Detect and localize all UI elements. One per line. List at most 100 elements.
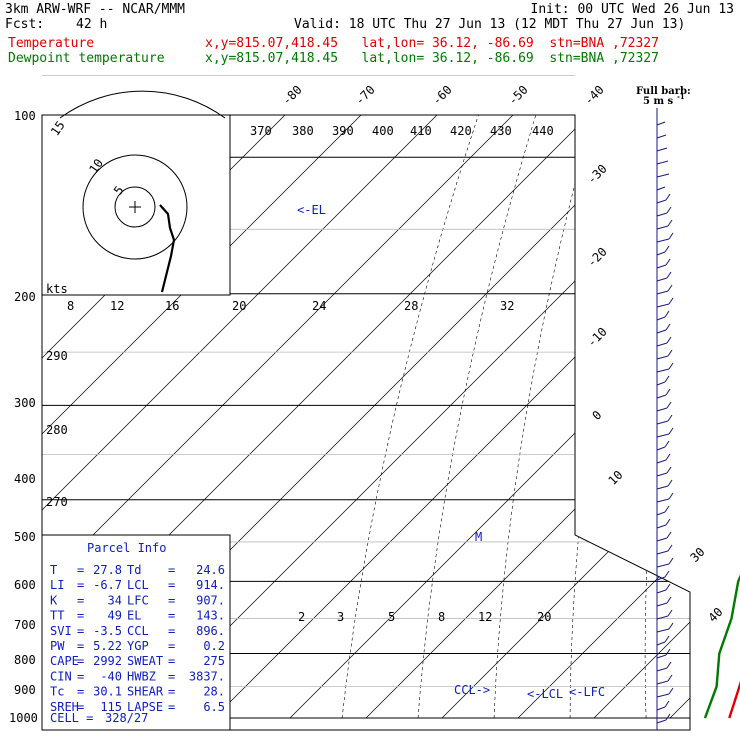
- parcel-row-cell: =: [77, 593, 84, 607]
- wind-barb: [656, 615, 669, 620]
- theta-label-430: 430: [490, 124, 512, 138]
- forecast-label: Fcst:: [5, 17, 45, 32]
- parcel-row-cell: -6.7: [93, 578, 122, 592]
- isotherm-line: [61, 115, 690, 719]
- parcel-row-cell: CAPE: [50, 654, 79, 668]
- pressure-label-500: 500: [14, 530, 36, 544]
- wind-barb-flag: [668, 557, 674, 565]
- dewpoint-location: x,y=815.07,418.45 lat,lon= 36.12, -86.69…: [205, 51, 659, 66]
- wind-barb-flag: [667, 349, 673, 357]
- parcel-row-cell: =: [77, 685, 84, 699]
- mixing-label-20b: 20: [537, 610, 551, 624]
- wind-barb: [656, 316, 666, 321]
- right-isotherm-labels: -30 -20 -10 0 10 30 40: [585, 162, 726, 625]
- init-time: Init: 00 UTC Wed 26 Jun 13: [530, 2, 735, 17]
- parcel-row-cell: LI: [50, 578, 64, 592]
- wind-barb: [656, 693, 670, 698]
- parcel-row-cell: CCL: [127, 624, 149, 638]
- parcel-row-cell: Tc: [50, 685, 64, 699]
- wind-barb: [656, 719, 667, 724]
- wind-barb: [656, 225, 669, 230]
- wind-barb: [656, 251, 666, 256]
- pressure-label-100: 100: [14, 109, 36, 123]
- isotherm-label-m80: -80: [280, 83, 305, 108]
- wind-profile: Full barb: 5 m s -1: [636, 86, 691, 730]
- parcel-row-cell: LAPSE: [127, 700, 163, 714]
- isotherm-line: [669, 115, 690, 719]
- parcel-row-cell: =: [168, 563, 175, 577]
- pressure-label-300: 300: [14, 396, 36, 410]
- wind-barb-flag: [666, 531, 672, 539]
- wind-barb: [656, 368, 670, 373]
- isotherm-label-10: 10: [606, 468, 626, 488]
- wind-barb-flag: [665, 518, 671, 526]
- wind-barb: [656, 706, 666, 711]
- parcel-row-cell: 30.1: [93, 685, 122, 699]
- hodograph: 15 10 5 kts: [41, 90, 231, 296]
- parcel-row-cell: =: [168, 578, 175, 592]
- pressure-label-600: 600: [14, 578, 36, 592]
- wind-barb: [656, 498, 670, 503]
- wind-barb: [656, 355, 669, 360]
- wind-barb: [656, 238, 670, 243]
- wind-barb: [656, 160, 669, 165]
- parcel-row-cell: 3837.: [189, 669, 225, 683]
- parcel-row-cell: =: [168, 609, 175, 623]
- wind-barb-flag: [664, 440, 670, 448]
- wind-barb-flag: [664, 375, 670, 383]
- parcel-row-cell: =: [77, 654, 84, 668]
- isotherm-label-m70: -70: [353, 83, 378, 108]
- dry-adiabat-line: [417, 115, 690, 719]
- pressure-label-800: 800: [14, 653, 36, 667]
- hodograph-ring-label-15: 15: [48, 118, 68, 138]
- isotherm-line: [289, 115, 690, 719]
- parcel-info-panel: Parcel Info T = 27.8 Td = 24.6 LI = -6.7 LCL = 914.…: [41, 534, 231, 731]
- wind-barb-flag: [666, 466, 672, 474]
- wind-barb: [656, 602, 668, 607]
- theta-label-270: 270: [46, 495, 68, 509]
- parcel-row-cell: =: [77, 624, 84, 638]
- parcel-row-cell: TT: [50, 609, 64, 623]
- wind-barb-flag: [664, 635, 670, 643]
- wind-barb-flag: [665, 713, 671, 721]
- wind-barb: [656, 589, 667, 594]
- wind-barb: [656, 173, 670, 178]
- parcel-row-cell: -3.5: [93, 624, 122, 638]
- wind-barb-flag: [664, 700, 670, 708]
- pressure-label-400: 400: [14, 472, 36, 486]
- isotherm-label-40: 40: [706, 605, 726, 625]
- parcel-row-cell: YGP: [127, 639, 149, 653]
- parcel-cell-value: 328/27: [105, 711, 148, 725]
- wind-barb: [656, 667, 668, 672]
- isotherm-label-m50: -50: [506, 83, 531, 108]
- isotherm-label-m20: -20: [585, 245, 610, 270]
- isotherm-label-m30: -30: [585, 162, 610, 187]
- ccl-annotation: CCL->: [454, 683, 490, 697]
- parcel-row-cell: 275: [203, 654, 225, 668]
- parcel-row-cell: 914.: [196, 578, 225, 592]
- parcel-row-cell: T: [50, 563, 57, 577]
- wind-barb-flag: [666, 271, 672, 279]
- model-title: 3km ARW-WRF -- NCAR/MMM: [5, 2, 186, 17]
- wind-barb-flag: [666, 206, 672, 214]
- lcl-annotation: <-LCL: [527, 687, 563, 701]
- wind-barb-flag: [668, 687, 674, 695]
- wind-barb: [656, 511, 666, 516]
- isotherm-label-m10: -10: [585, 325, 610, 350]
- isotherm-line: [365, 115, 690, 719]
- mixing-label-24: 24: [312, 299, 326, 313]
- theta-label-400: 400: [372, 124, 394, 138]
- parcel-row-cell: =: [168, 593, 175, 607]
- wind-barb: [656, 537, 668, 542]
- wind-barb-flag: [665, 323, 671, 331]
- wind-barb: [656, 576, 666, 581]
- parcel-row-cell: LFC: [127, 593, 149, 607]
- parcel-row-cell: CIN: [50, 669, 72, 683]
- parcel-row-cell: =: [168, 639, 175, 653]
- parcel-row-cell: 115: [100, 700, 122, 714]
- parcel-row-cell: 6.5: [203, 700, 225, 714]
- theta-label-370: 370: [250, 124, 272, 138]
- mixing-label-28: 28: [404, 299, 418, 313]
- wind-barb: [656, 277, 668, 282]
